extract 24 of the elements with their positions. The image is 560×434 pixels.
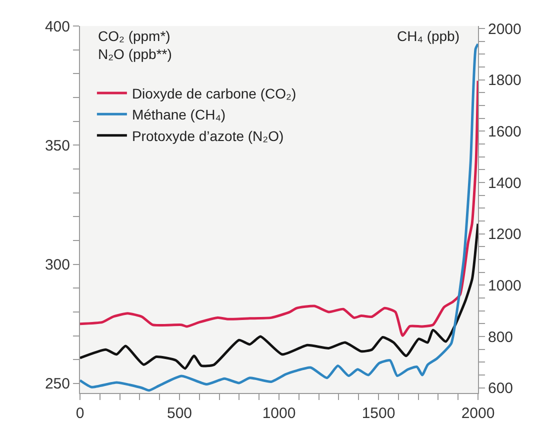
legend-label: Protoxyde d’azote (N₂O) (132, 128, 284, 144)
line-series (80, 222, 478, 370)
x-tick-label: 500 (166, 405, 192, 422)
line-series (80, 80, 478, 337)
y2-tick-label: 1800 (488, 72, 522, 90)
y2-tick-label: 800 (488, 328, 514, 346)
y-tick-label: 350 (44, 137, 70, 154)
y2-tick-label: 1600 (488, 123, 522, 140)
y-tick-label: 300 (44, 256, 70, 274)
y2-tick-label: 1000 (488, 277, 522, 294)
x-tick-label: 1500 (362, 405, 396, 422)
x-tick-label: 0 (76, 405, 84, 422)
legend-label: Dioxyde de carbone (CO₂) (132, 85, 296, 102)
y2-tick-label: 2000 (488, 20, 522, 38)
y2-tick-label: 1400 (488, 174, 522, 192)
y2-tick-label: 600 (488, 380, 514, 398)
x-tick-label: 1000 (262, 405, 296, 422)
y-tick-label: 400 (44, 18, 70, 36)
y-tick-label: 250 (44, 376, 70, 393)
x-tick-label: 2000 (461, 405, 495, 422)
y-axis-title: CO₂ (ppm*) N₂O (ppb**) (98, 28, 172, 62)
y2-tick-label: 1200 (488, 226, 522, 244)
legend-label: Méthane (CH₄) (132, 106, 226, 123)
y2-axis-title: CH₄ (ppb) (397, 28, 460, 44)
